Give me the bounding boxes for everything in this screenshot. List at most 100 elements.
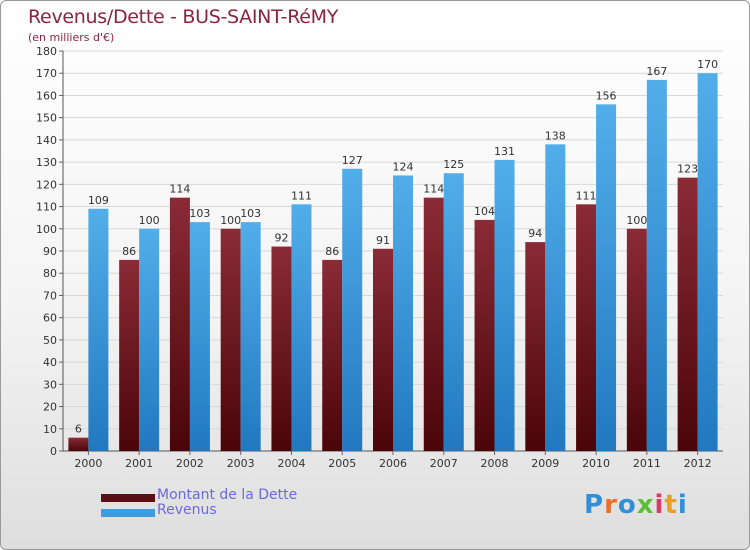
brand-logo: Proxiti (584, 490, 688, 520)
data-label-revenue: 124 (393, 160, 414, 173)
data-label-revenue: 111 (291, 189, 312, 202)
bar-debt (271, 246, 292, 451)
bar-debt (373, 248, 393, 451)
y-tick-label: 60 (43, 312, 57, 325)
bar-revenue (88, 208, 109, 451)
y-tick-label: 10 (43, 423, 57, 436)
legend-label-revenue: Revenus (157, 502, 217, 518)
x-tick-label: 2004 (277, 457, 305, 470)
data-label-revenue: 103 (189, 207, 210, 220)
y-tick-label: 20 (43, 401, 57, 414)
data-label-debt: 100 (626, 214, 647, 227)
y-tick-label: 160 (36, 89, 57, 102)
bar-debt (474, 219, 495, 451)
x-tick-label: 2003 (227, 457, 255, 470)
data-label-revenue: 138 (545, 129, 566, 142)
bar-revenue (646, 79, 667, 451)
data-label-revenue: 167 (646, 65, 667, 78)
data-label-revenue: 100 (139, 214, 160, 227)
chart-subtitle: (en milliers d'€) (28, 31, 115, 44)
y-tick-label: 180 (36, 45, 57, 58)
x-tick-label: 2001 (125, 457, 153, 470)
bar-chart: 0 10 20 30 40 50 60 70 80 90 100 110 120 130 140 150 160… (36, 45, 723, 470)
data-label-debt: 86 (122, 245, 136, 258)
data-label-revenue: 127 (342, 154, 363, 167)
brand-letter: r (604, 490, 618, 520)
y-tick-label: 120 (36, 178, 57, 191)
y-tick-label: 170 (36, 67, 57, 80)
brand-letter: P (584, 490, 605, 520)
y-tick-label: 40 (43, 356, 57, 369)
data-label-debt: 94 (528, 227, 542, 240)
brand-letter: t (664, 490, 678, 520)
brand-letter: o (617, 490, 637, 520)
data-label-revenue: 109 (88, 194, 109, 207)
data-label-debt: 111 (576, 189, 597, 202)
data-label-debt: 114 (423, 183, 444, 196)
bar-revenue (291, 204, 312, 451)
bar-revenue (189, 222, 210, 451)
x-tick-label: 2009 (531, 457, 559, 470)
data-label-debt: 114 (169, 183, 190, 196)
legend-swatch-debt (101, 494, 155, 502)
brand-letter: i (677, 490, 688, 520)
bar-debt (576, 204, 597, 451)
data-label-debt: 123 (677, 163, 698, 176)
bar-revenue (697, 73, 718, 451)
x-tick-label: 2007 (430, 457, 458, 470)
bar-debt (626, 228, 647, 451)
data-label-debt: 92 (274, 232, 288, 245)
bar-revenue (393, 175, 413, 451)
bar-revenue (494, 159, 515, 451)
data-label-debt: 86 (325, 245, 339, 258)
data-label-revenue: 170 (697, 58, 718, 71)
bar-debt (220, 228, 241, 451)
bar-debt (68, 437, 89, 451)
x-tick-label: 2002 (176, 457, 204, 470)
x-tick-label: 2012 (684, 457, 712, 470)
x-tick-label: 2011 (633, 457, 661, 470)
bar-debt (169, 197, 190, 451)
data-label-debt: 104 (474, 205, 495, 218)
x-tick-label: 2000 (74, 457, 102, 470)
bar-debt (525, 242, 546, 451)
legend-label-debt: Montant de la Dette (157, 487, 298, 503)
data-label-debt: 100 (220, 214, 241, 227)
data-label-revenue: 125 (443, 158, 464, 171)
y-tick-label: 150 (36, 112, 57, 125)
y-tick-label: 50 (43, 334, 57, 347)
brand-letter: i (654, 490, 665, 520)
data-label-revenue: 103 (240, 207, 261, 220)
data-label-revenue: 156 (596, 89, 617, 102)
bar-revenue (545, 144, 566, 452)
bar-revenue (596, 104, 617, 451)
y-tick-label: 140 (36, 134, 57, 147)
y-tick-label: 90 (43, 245, 57, 258)
bar-debt (119, 259, 140, 451)
x-tick-label: 2006 (379, 457, 407, 470)
chart-title: Revenus/Dette - BUS-SAINT-RéMY (28, 6, 339, 28)
bar-revenue (342, 168, 363, 451)
y-tick-label: 130 (36, 156, 57, 169)
x-tick-label: 2010 (582, 457, 610, 470)
data-label-revenue: 131 (494, 145, 515, 158)
y-tick-label: 0 (50, 445, 57, 458)
data-label-debt: 91 (376, 234, 390, 247)
legend-swatch-revenue (101, 509, 155, 517)
y-tick-label: 70 (43, 289, 57, 302)
y-tick-label: 110 (36, 201, 57, 214)
brand-letter: x (636, 490, 655, 520)
bar-debt (677, 177, 698, 451)
bar-revenue (443, 173, 464, 451)
x-tick-label: 2005 (328, 457, 356, 470)
bar-revenue (240, 222, 261, 451)
bar-debt (423, 197, 444, 451)
y-tick-label: 100 (36, 223, 57, 236)
bar-debt (322, 259, 343, 451)
x-tick-label: 2008 (481, 457, 509, 470)
y-tick-label: 80 (43, 267, 57, 280)
bar-revenue (139, 228, 160, 451)
y-tick-label: 30 (43, 378, 57, 391)
data-label-debt: 6 (75, 423, 82, 436)
